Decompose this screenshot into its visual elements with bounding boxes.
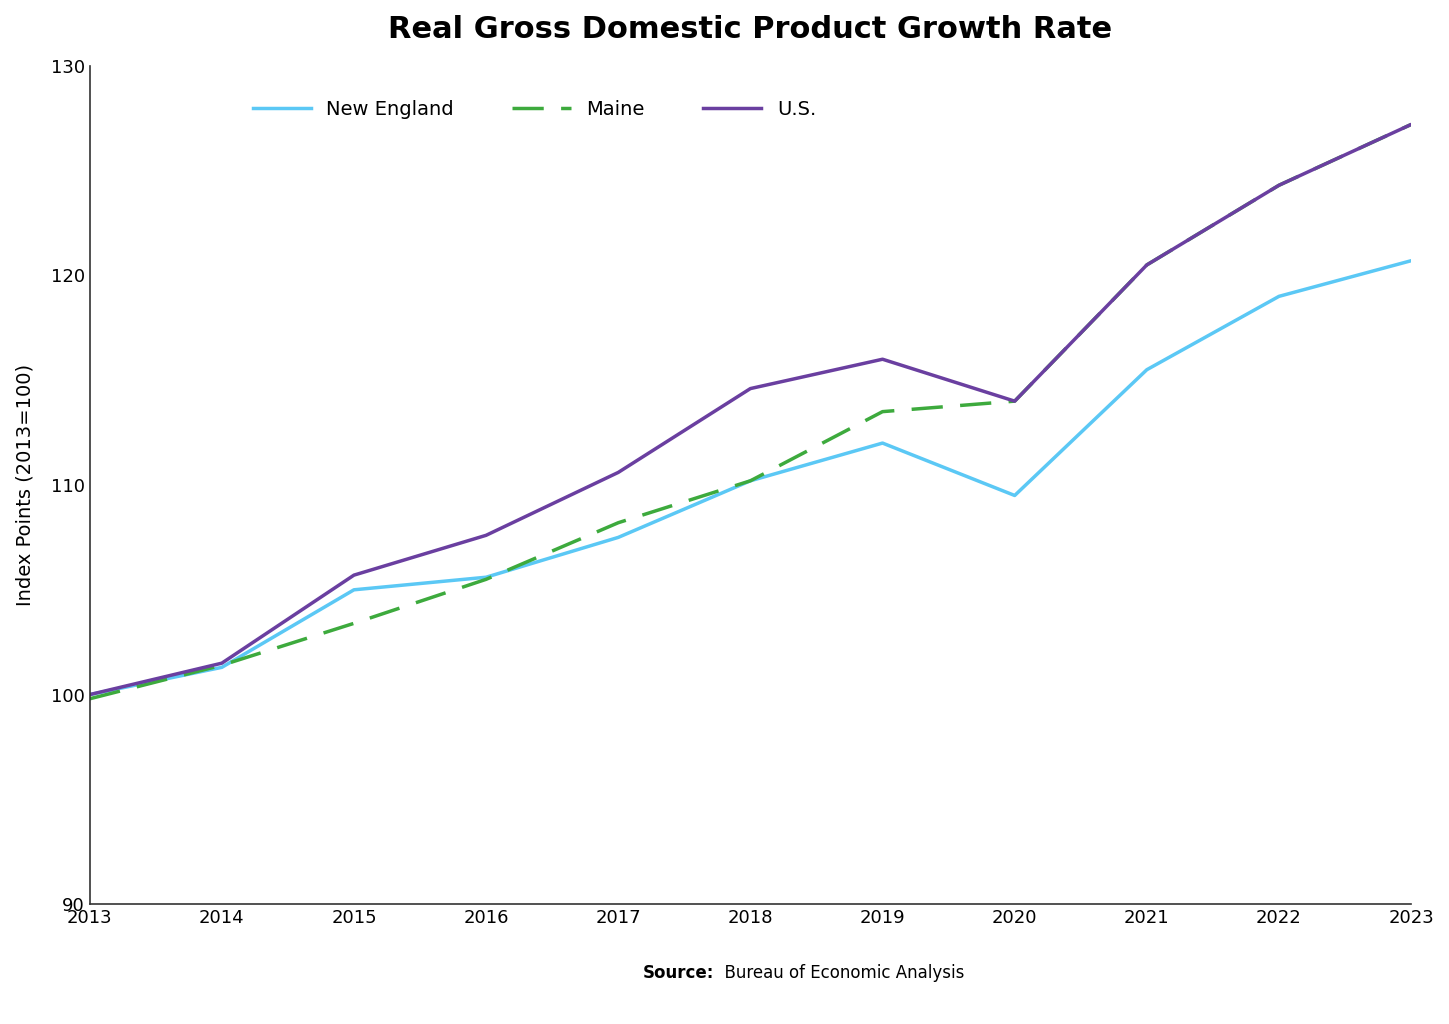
U.S. (610, 466, 627, 478)
New England (742, 475, 759, 487)
Maine (213, 659, 230, 672)
New England (1006, 489, 1023, 502)
U.S. (1271, 179, 1288, 191)
Maine (345, 617, 362, 630)
New England (81, 688, 99, 700)
U.S. (1137, 259, 1155, 271)
New England (1271, 290, 1288, 302)
New England (345, 584, 362, 596)
Maine (81, 692, 99, 705)
Title: Real Gross Domestic Product Growth Rate: Real Gross Domestic Product Growth Rate (388, 15, 1113, 44)
New England (477, 571, 494, 584)
Maine (1403, 119, 1420, 131)
Text: Bureau of Economic Analysis: Bureau of Economic Analysis (713, 964, 964, 982)
Legend: New England, Maine, U.S.: New England, Maine, U.S. (245, 92, 824, 127)
Line: Maine: Maine (90, 125, 1411, 698)
Maine (1137, 259, 1155, 271)
U.S. (81, 688, 99, 700)
U.S. (1403, 119, 1420, 131)
Maine (1006, 395, 1023, 408)
New England (874, 437, 891, 450)
U.S. (213, 657, 230, 670)
New England (1403, 255, 1420, 267)
New England (213, 662, 230, 674)
Line: New England: New England (90, 261, 1411, 694)
Maine (477, 573, 494, 586)
U.S. (477, 529, 494, 542)
Maine (1271, 179, 1288, 191)
Text: Source:: Source: (642, 964, 713, 982)
Maine (610, 516, 627, 528)
U.S. (1006, 395, 1023, 408)
Y-axis label: Index Points (2013=100): Index Points (2013=100) (14, 364, 33, 606)
U.S. (874, 353, 891, 366)
U.S. (345, 569, 362, 582)
New England (610, 531, 627, 544)
Maine (874, 406, 891, 418)
Maine (742, 475, 759, 487)
New England (1137, 364, 1155, 376)
U.S. (742, 382, 759, 394)
Line: U.S.: U.S. (90, 125, 1411, 694)
